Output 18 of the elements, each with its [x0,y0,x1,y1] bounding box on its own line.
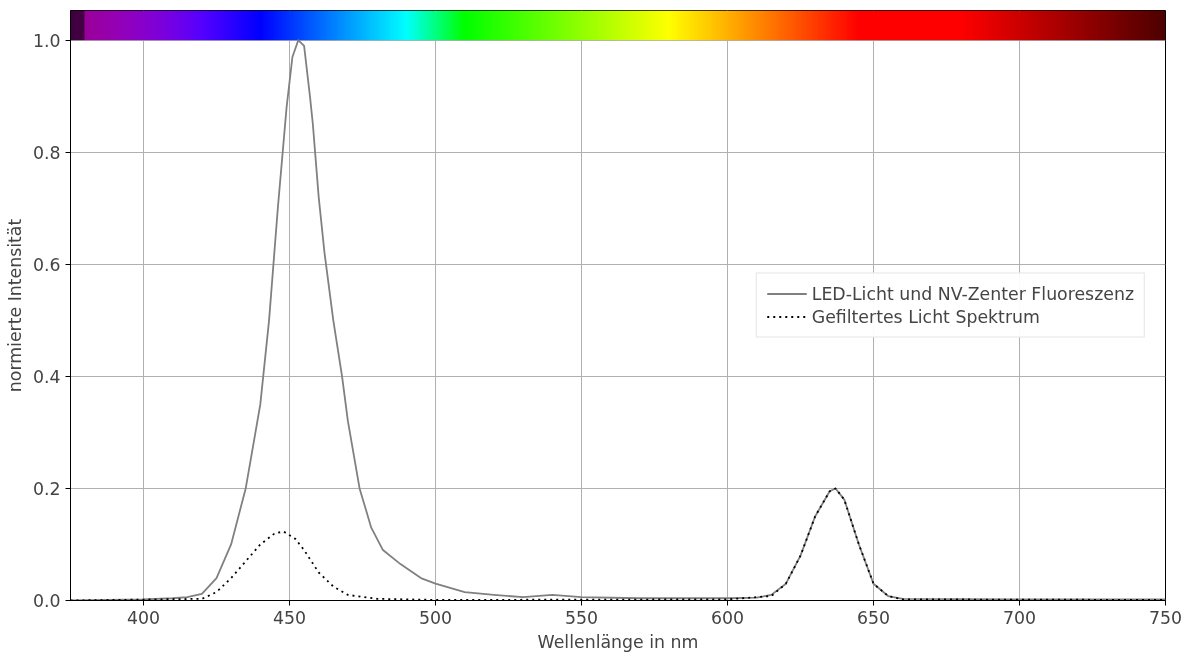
x-tick-label: 450 [272,607,307,628]
x-tick-label: 400 [126,607,161,628]
y-tick-label: 1.0 [32,30,61,51]
x-tick-label: 650 [856,607,891,628]
y-tick-label: 0.0 [32,591,61,611]
x-tick-label: 750 [1148,607,1183,628]
x-tick-label: 700 [1002,607,1037,628]
legend-label: LED-Licht und NV-Zenter Fluoreszenz [811,283,1134,304]
legend-label: Gefiltertes Licht Spektrum [811,306,1040,327]
y-tick-label: 0.8 [32,142,61,163]
y-tick-label: 0.4 [32,366,61,387]
y-axis-title: normierte Intensität [4,218,25,393]
x-tick-label: 550 [564,607,599,628]
x-tick-label: 500 [418,607,453,628]
x-tick-label: 600 [710,607,745,628]
x-axis-title: Wellenlänge in nm [537,631,699,652]
y-tick-label: 0.2 [32,478,61,499]
y-tick-label: 0.6 [32,254,61,275]
